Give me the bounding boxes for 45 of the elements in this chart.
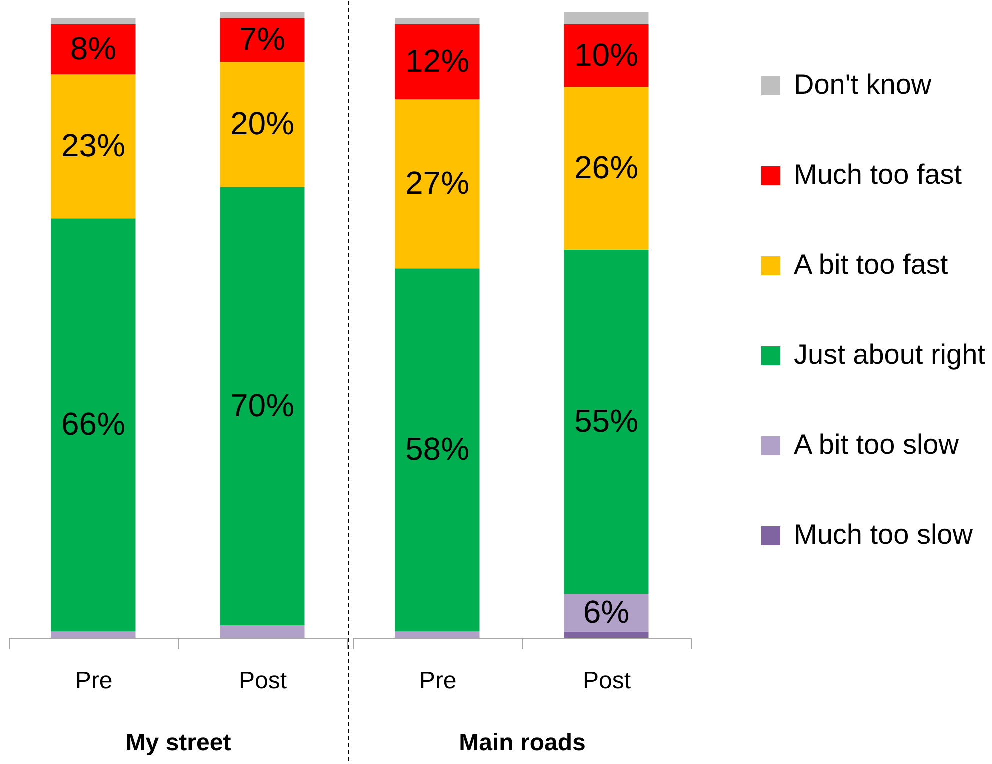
legend-label: Much too fast	[794, 159, 962, 190]
bar	[51, 74, 136, 219]
data-label: 70%	[230, 387, 295, 424]
x-tick-label: Post	[582, 668, 632, 694]
bar	[564, 24, 649, 88]
bar	[51, 18, 136, 25]
data-label: 12%	[405, 43, 470, 80]
data-label: 6%	[583, 594, 630, 630]
data-label: 20%	[230, 106, 295, 142]
bar	[395, 18, 480, 25]
data-label: 66%	[61, 406, 126, 442]
bar	[395, 24, 480, 100]
bar	[220, 62, 305, 188]
bar	[395, 268, 480, 632]
data-label: 8%	[70, 30, 117, 67]
data-label: 58%	[405, 431, 470, 468]
bar	[395, 100, 480, 269]
bar	[220, 187, 305, 626]
x-axis-title: Main roads	[459, 730, 586, 756]
x-tick-label: Pre	[419, 668, 457, 694]
data-label: 55%	[574, 403, 639, 440]
bar	[220, 18, 305, 62]
legend-label: Much too slow	[794, 519, 974, 550]
data-label: 26%	[574, 150, 639, 186]
legend-label: A bit too fast	[794, 249, 948, 280]
bar	[51, 218, 136, 632]
bar	[395, 632, 480, 638]
legend-label: Just about right	[794, 339, 986, 370]
x-tick-label: Post	[238, 668, 288, 694]
legend-label: A bit too slow	[794, 429, 960, 460]
data-label: 27%	[405, 165, 470, 202]
bar	[220, 12, 305, 18]
bar	[51, 24, 136, 75]
bar	[564, 250, 649, 594]
bar	[220, 625, 305, 638]
x-tick-label: Pre	[75, 668, 113, 694]
bar	[564, 87, 649, 250]
bar	[564, 12, 649, 25]
legend-label: Don't know	[794, 69, 932, 100]
bar	[564, 632, 649, 638]
bar	[51, 632, 136, 638]
data-label: 23%	[61, 128, 126, 164]
data-label: 7%	[239, 21, 286, 58]
data-label: 10%	[574, 36, 639, 73]
x-axis-title: My street	[126, 730, 232, 756]
